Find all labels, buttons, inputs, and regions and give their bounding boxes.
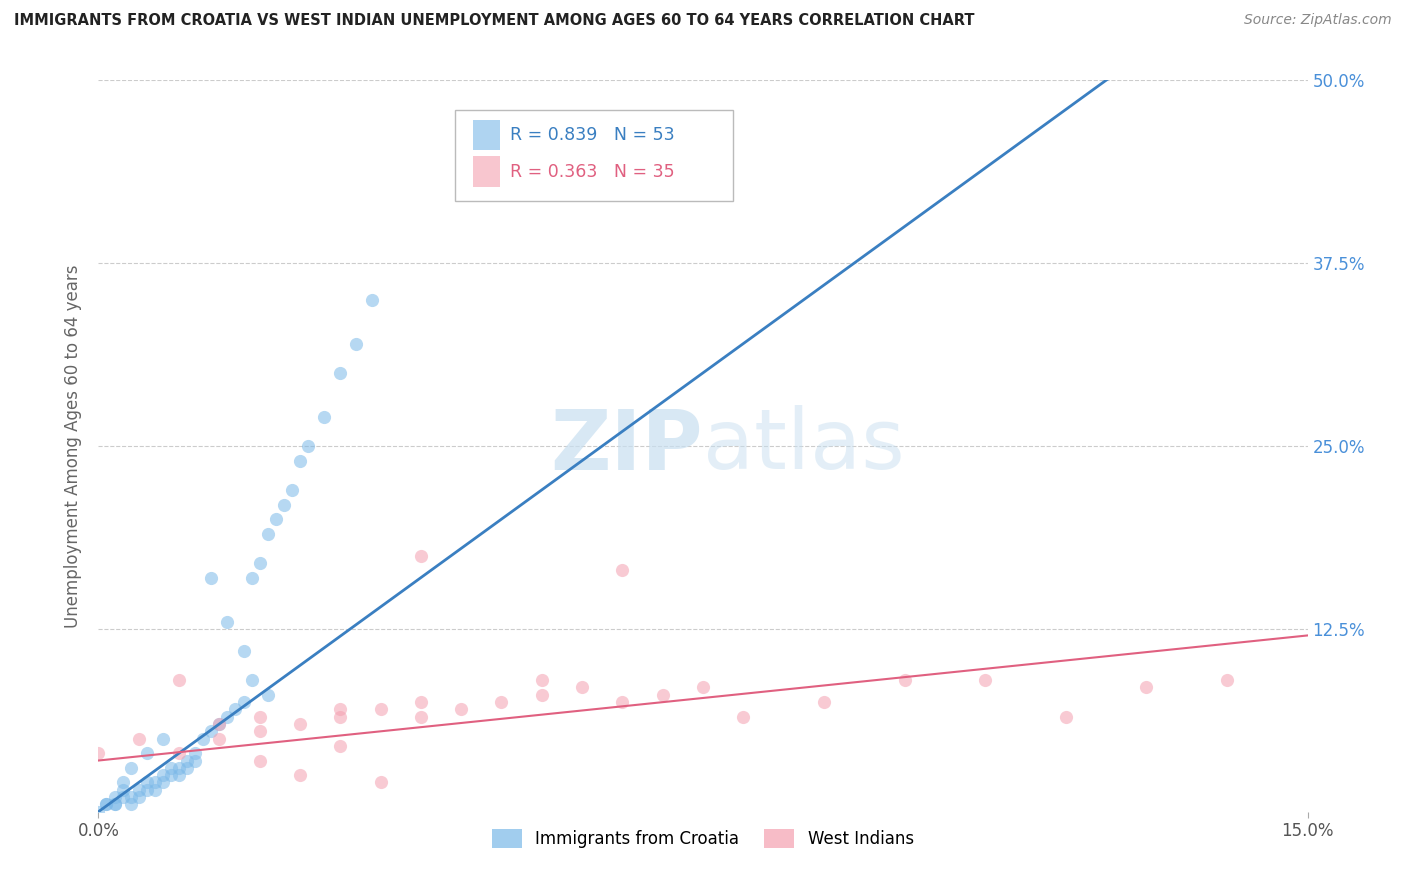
Point (530, 673, 553, 687)
Point (111, 775, 134, 789)
Point (893, 673, 915, 687)
Point (297, 439, 319, 453)
Point (111, 790, 134, 805)
Point (208, 717, 231, 731)
Point (450, 702, 472, 716)
Text: R = 0.363   N = 35: R = 0.363 N = 35 (509, 162, 673, 181)
Point (167, 761, 190, 775)
Point (167, 746, 190, 760)
Point (733, 709, 755, 723)
Point (612, 695, 634, 709)
Point (249, 754, 271, 768)
Point (288, 768, 311, 782)
Point (128, 731, 150, 746)
Point (232, 695, 254, 709)
Point (314, 409, 336, 424)
Point (249, 724, 271, 739)
Point (217, 615, 239, 629)
Point (135, 746, 157, 760)
Point (208, 717, 231, 731)
Text: Source: ZipAtlas.com: Source: ZipAtlas.com (1244, 13, 1392, 28)
Point (152, 775, 174, 789)
Point (329, 709, 352, 723)
Point (240, 673, 263, 687)
Point (344, 336, 367, 351)
Point (813, 695, 835, 709)
Point (692, 681, 714, 695)
Point (111, 782, 134, 797)
Bar (474, 120, 501, 151)
Text: IMMIGRANTS FROM CROATIA VS WEST INDIAN UNEMPLOYMENT AMONG AGES 60 TO 64 YEARS CO: IMMIGRANTS FROM CROATIA VS WEST INDIAN U… (14, 13, 974, 29)
Point (152, 768, 174, 782)
Point (530, 688, 553, 702)
FancyBboxPatch shape (456, 110, 734, 201)
Text: ZIP: ZIP (551, 406, 703, 486)
Point (224, 702, 246, 716)
Point (288, 453, 311, 467)
Point (491, 695, 513, 709)
Point (232, 644, 254, 658)
Point (612, 563, 634, 577)
Point (96, 797, 118, 812)
Point (135, 775, 157, 789)
Point (152, 731, 174, 746)
Point (249, 556, 271, 570)
Point (135, 782, 157, 797)
Point (160, 761, 183, 775)
Point (184, 746, 207, 760)
Point (571, 681, 593, 695)
Point (217, 709, 239, 723)
Point (409, 549, 432, 563)
Point (256, 688, 278, 702)
Point (193, 731, 215, 746)
Point (103, 797, 125, 812)
Point (103, 790, 125, 805)
Point (1135, 681, 1157, 695)
Point (143, 775, 166, 789)
Point (120, 761, 142, 775)
Bar (474, 156, 501, 187)
Point (264, 512, 287, 526)
Point (120, 790, 142, 805)
Point (288, 717, 311, 731)
Point (240, 571, 263, 585)
Point (87, 746, 110, 760)
Point (370, 702, 392, 716)
Point (200, 571, 222, 585)
Point (1216, 673, 1239, 687)
Point (1054, 709, 1077, 723)
Point (409, 709, 432, 723)
Point (200, 724, 222, 739)
Point (167, 768, 190, 782)
Point (128, 782, 150, 797)
Point (184, 754, 207, 768)
Text: atlas: atlas (703, 406, 904, 486)
Point (974, 673, 997, 687)
Point (273, 498, 295, 512)
Point (143, 782, 166, 797)
Point (120, 797, 142, 812)
Point (176, 761, 198, 775)
Point (370, 775, 392, 789)
Y-axis label: Unemployment Among Ages 60 to 64 years: Unemployment Among Ages 60 to 64 years (65, 264, 83, 628)
Point (651, 688, 673, 702)
Point (329, 366, 352, 380)
Point (176, 754, 198, 768)
Point (160, 768, 183, 782)
Point (329, 702, 352, 716)
Point (96, 797, 118, 812)
Point (409, 695, 432, 709)
Point (87, 805, 110, 819)
Point (329, 739, 352, 753)
Point (103, 797, 125, 812)
Point (208, 731, 231, 746)
Point (256, 526, 278, 541)
Text: R = 0.839   N = 53: R = 0.839 N = 53 (509, 126, 673, 145)
Point (249, 709, 271, 723)
Point (281, 483, 304, 497)
Legend: Immigrants from Croatia, West Indians: Immigrants from Croatia, West Indians (485, 822, 921, 855)
Point (361, 293, 384, 307)
Point (167, 673, 190, 687)
Point (128, 790, 150, 805)
